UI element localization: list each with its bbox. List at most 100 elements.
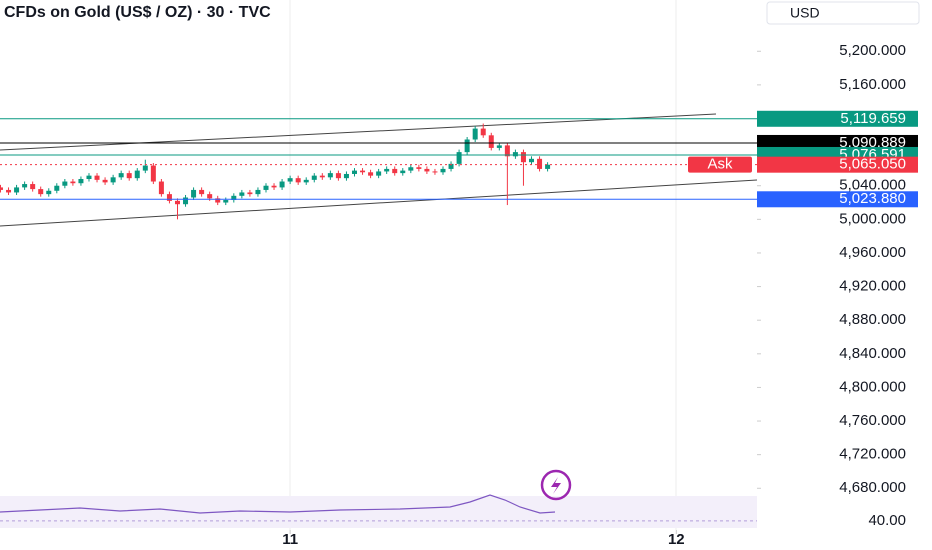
- candle-body: [295, 178, 301, 183]
- candle-body: [472, 128, 478, 140]
- candle-body: [529, 158, 535, 163]
- chart-title: CFDs on Gold (US$ / OZ) · 30 · TVC: [4, 4, 271, 21]
- candle-body: [424, 168, 430, 172]
- candle-body: [496, 145, 502, 148]
- y-tick-label: 5,200.000: [839, 42, 906, 59]
- price-label: 5,023.880: [839, 190, 906, 207]
- price-label: 5,119.659: [840, 110, 906, 127]
- price-label-box: [757, 191, 918, 208]
- ask-box: [688, 156, 752, 173]
- candle-body: [62, 181, 68, 186]
- candle-body: [255, 189, 261, 195]
- y-tick-label: 4,920.000: [839, 278, 906, 295]
- y-tick-label: 4,880.000: [839, 311, 906, 328]
- candle-body: [126, 173, 132, 179]
- candle-body: [327, 173, 333, 178]
- price-label-box: [757, 134, 918, 151]
- candle-body: [464, 139, 470, 153]
- candle-body: [6, 189, 12, 193]
- candle-body: [166, 194, 172, 201]
- candle-body: [102, 179, 108, 183]
- candle-body: [360, 170, 366, 173]
- candle-body: [504, 145, 510, 157]
- candle-body: [512, 152, 518, 157]
- y-tick-label: 4,800.000: [839, 378, 906, 395]
- x-tick-label: 11: [282, 531, 298, 548]
- candle-body: [537, 158, 543, 169]
- candle-body: [110, 177, 116, 183]
- candle-body: [158, 181, 164, 195]
- candle-body: [174, 200, 180, 205]
- candle-body: [239, 192, 245, 196]
- candle-body: [400, 170, 406, 174]
- price-label-box: [757, 110, 918, 127]
- candle-body: [14, 187, 20, 193]
- candle-body: [545, 164, 551, 169]
- candle-body: [351, 170, 357, 174]
- candle-body: [303, 179, 309, 183]
- y-tick-label: 4,720.000: [839, 446, 906, 463]
- candle-body: [191, 189, 197, 198]
- candle-body: [70, 181, 76, 184]
- y-tick-label: 4,840.000: [839, 345, 906, 362]
- candle-body: [263, 185, 269, 190]
- candle-body: [199, 189, 205, 195]
- candle-body: [456, 152, 462, 164]
- candle-body: [142, 165, 148, 171]
- currency: USD: [790, 5, 820, 21]
- candle-body: [22, 184, 28, 188]
- candle-body: [376, 171, 382, 176]
- lightning-bolt: [551, 477, 561, 494]
- candle-body: [271, 185, 277, 188]
- candle-body: [54, 185, 60, 191]
- candle-body: [247, 192, 253, 195]
- candle-body: [488, 135, 494, 148]
- candle-body: [94, 175, 100, 180]
- rsi-line: [0, 494, 556, 514]
- y-tick-label: 5,000.000: [839, 210, 906, 227]
- trend-line: [0, 113, 717, 151]
- candle-body: [0, 187, 3, 190]
- candle-body: [319, 175, 325, 178]
- candle-body: [440, 168, 446, 173]
- candle-body: [343, 173, 349, 179]
- candle-body: [46, 190, 52, 195]
- candle-body: [368, 172, 374, 176]
- candle-body: [231, 195, 237, 201]
- rsi-pane: [0, 496, 757, 528]
- candle-body: [408, 167, 414, 171]
- ask-label: Ask: [707, 156, 733, 173]
- candle-body: [384, 168, 390, 172]
- lightning-icon[interactable]: [540, 469, 572, 501]
- candle-body: [38, 189, 44, 195]
- candle-body: [392, 168, 398, 174]
- candle-body: [183, 197, 189, 205]
- candle-body: [480, 128, 486, 136]
- candle-body: [448, 163, 454, 169]
- candle-body: [520, 152, 526, 163]
- y-tick-label: 4,960.000: [839, 244, 906, 261]
- candle-body: [416, 167, 422, 169]
- candle-body: [432, 171, 438, 173]
- rsi-tick-label: 40.00: [868, 512, 906, 529]
- candle-body: [311, 175, 317, 180]
- y-tick-label: 5,160.000: [839, 76, 906, 93]
- x-tick-label: 12: [668, 531, 685, 548]
- trend-line: [0, 179, 758, 227]
- candle-body: [150, 165, 156, 182]
- currency-button[interactable]: [766, 1, 920, 25]
- candle-body: [279, 181, 285, 188]
- candle-body: [223, 200, 229, 203]
- y-tick-label: 4,680.000: [839, 479, 906, 496]
- candle-body: [30, 184, 36, 190]
- candle-body: [207, 194, 213, 199]
- candle-body: [335, 173, 341, 179]
- candle-body: [134, 170, 140, 179]
- price-label: 5,065.050: [839, 156, 906, 173]
- candle-body: [86, 175, 92, 180]
- candle-body: [118, 173, 124, 178]
- candle-body: [287, 178, 293, 182]
- y-tick-label: 5,040.000: [839, 177, 906, 194]
